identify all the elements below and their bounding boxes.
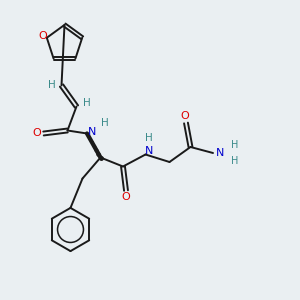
- Text: H: H: [48, 80, 56, 91]
- Text: O: O: [32, 128, 41, 139]
- Text: H: H: [231, 155, 238, 166]
- Text: O: O: [38, 31, 47, 41]
- Text: N: N: [145, 146, 153, 156]
- Text: O: O: [180, 111, 189, 122]
- Text: H: H: [101, 118, 109, 128]
- Text: N: N: [88, 127, 97, 137]
- Text: N: N: [215, 148, 224, 158]
- Text: H: H: [231, 140, 238, 151]
- Text: H: H: [145, 133, 153, 143]
- Text: H: H: [83, 98, 91, 109]
- Text: O: O: [122, 192, 130, 202]
